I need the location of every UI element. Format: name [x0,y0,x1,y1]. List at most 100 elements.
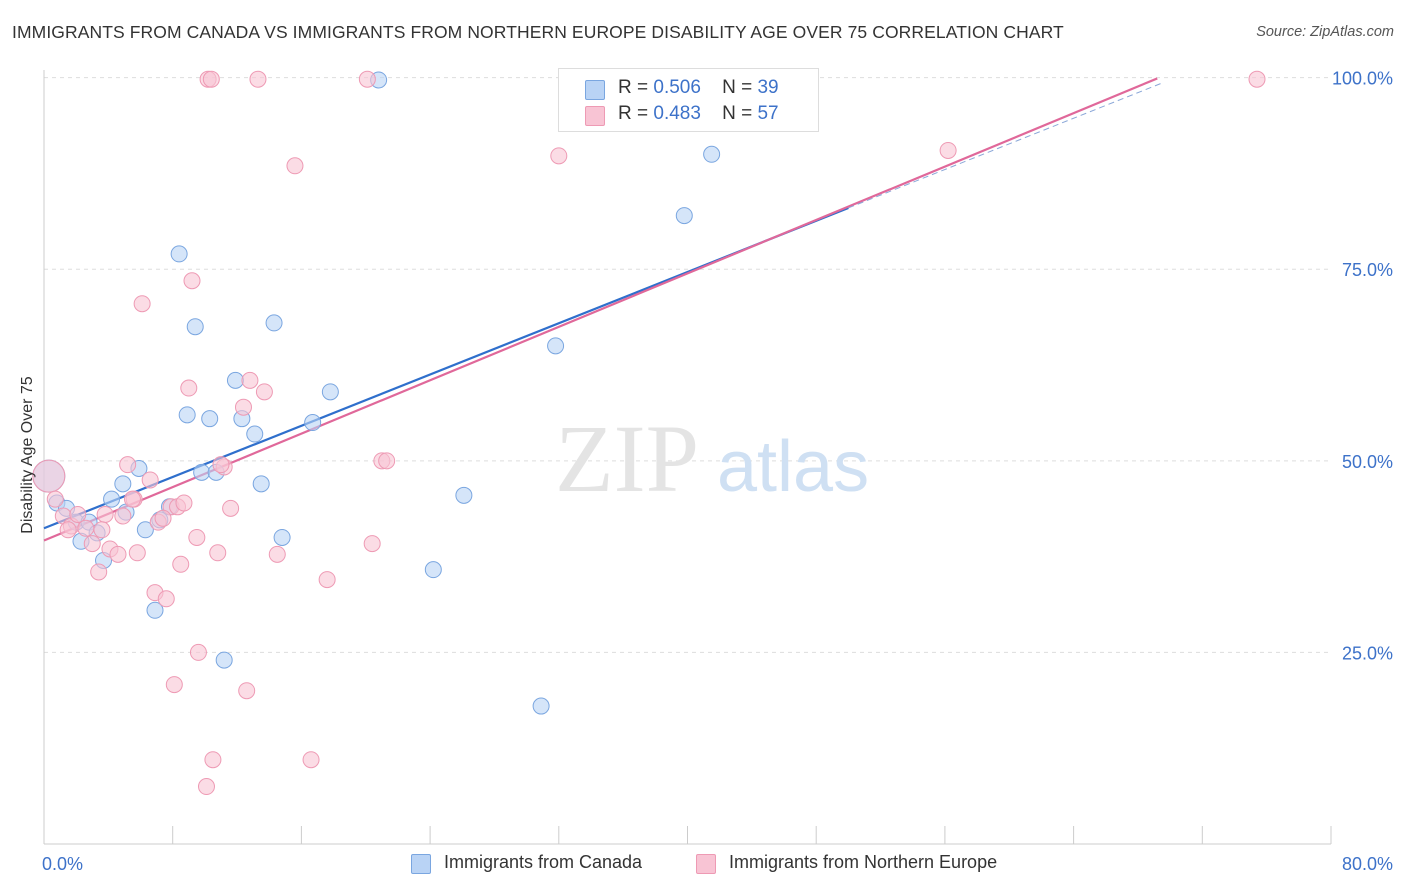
europe-point [172,555,190,573]
legend-r-label: R = [618,77,649,98]
europe-point [114,507,132,525]
legend-swatch-canada [585,80,605,100]
europe-point [268,545,286,563]
canada-point [455,486,473,504]
canada-point [146,601,164,619]
legend-n-value: 39 [757,77,779,98]
europe-point [318,571,336,589]
europe-point [222,499,240,517]
canada-point [136,521,154,539]
canada-point [226,371,244,389]
europe-point [286,157,304,175]
europe-point [128,544,146,562]
legend-n-label: N = [722,103,753,124]
europe-point [939,141,957,159]
data-points [32,70,1266,796]
canada-trend-extension [848,82,1163,209]
europe-point [69,505,87,523]
europe-point [165,676,183,694]
y-axis-title: Disability Age Over 75 [19,376,36,534]
europe-point [1248,70,1266,88]
canada-point [252,475,270,493]
europe-point [204,751,222,769]
europe-point [157,590,175,608]
europe-point [234,398,252,416]
x-tick-label: 80.0% [1342,854,1393,874]
europe-point [241,371,259,389]
canada-point [215,651,233,669]
y-tick-label: 100.0% [1332,69,1393,89]
canada-point [193,463,211,481]
canada-point [547,337,565,355]
europe-point [197,778,215,796]
legend-n-value: 57 [757,103,779,124]
legend-r-label: R = [618,103,649,124]
legend-n-label: N = [722,77,753,98]
x-tick-label: 0.0% [42,854,83,874]
europe-point [209,544,227,562]
watermark: ZIP atlas [555,405,869,512]
tick-labels: 25.0% 50.0% 75.0% 100.0% 0.0% 80.0% [42,69,1393,874]
legend-swatch-europe [585,106,605,126]
europe-point [46,490,64,508]
europe-point [202,70,220,88]
europe-point [175,494,193,512]
bottom-swatch-europe [696,854,716,874]
canada-point [246,425,264,443]
europe-point [189,643,207,661]
legend-r-value: 0.483 [653,103,701,124]
canada-point [424,561,442,579]
canada-point [265,314,283,332]
legend-text-canada: R = 0.506 N = 39 [618,77,779,99]
europe-point [90,563,108,581]
canada-point [103,490,121,508]
europe-point [59,521,77,539]
europe-point [141,471,159,489]
europe-point [77,519,95,537]
europe-point [180,379,198,397]
europe-point [302,751,320,769]
canada-point [201,410,219,428]
canada-point [114,475,132,493]
legend-text-europe: R = 0.483 N = 57 [618,103,779,125]
europe-point [83,535,101,553]
europe-point [109,545,127,563]
watermark-zip: ZIP [555,405,699,512]
europe-point [119,456,137,474]
europe-point [154,509,172,527]
canada-point [532,697,550,715]
europe-point [96,505,114,523]
europe-point [238,682,256,700]
canada-point [186,318,204,336]
europe-point [249,70,267,88]
bottom-swatch-canada [411,854,431,874]
europe-point [255,383,273,401]
bottom-legend-label-canada: Immigrants from Canada [444,852,643,872]
europe-point [183,272,201,290]
canada-point [170,245,188,263]
europe-point [212,456,230,474]
bottom-legend-label-europe: Immigrants from Northern Europe [729,852,998,872]
legend-r-value: 0.506 [653,77,701,98]
canada-point [703,145,721,163]
watermark-atlas: atlas [717,427,869,507]
y-tick-label: 50.0% [1342,452,1393,472]
canada-point [178,406,196,424]
europe-point [123,490,141,508]
axes [43,70,1332,845]
gridlines [44,77,1331,653]
canada-point [273,528,291,546]
y-tick-label: 25.0% [1342,643,1393,663]
europe-point [93,521,111,539]
europe-point [363,535,381,553]
europe-point [188,528,206,546]
y-tick-label: 75.0% [1342,260,1393,280]
canada-point [675,207,693,225]
canada-point [321,383,339,401]
europe-point [550,147,568,165]
europe-point [378,452,396,470]
chart-title: IMMIGRANTS FROM CANADA VS IMMIGRANTS FRO… [12,22,1064,42]
europe-point [358,70,376,88]
source-credit: Source: ZipAtlas.com [1256,24,1394,40]
